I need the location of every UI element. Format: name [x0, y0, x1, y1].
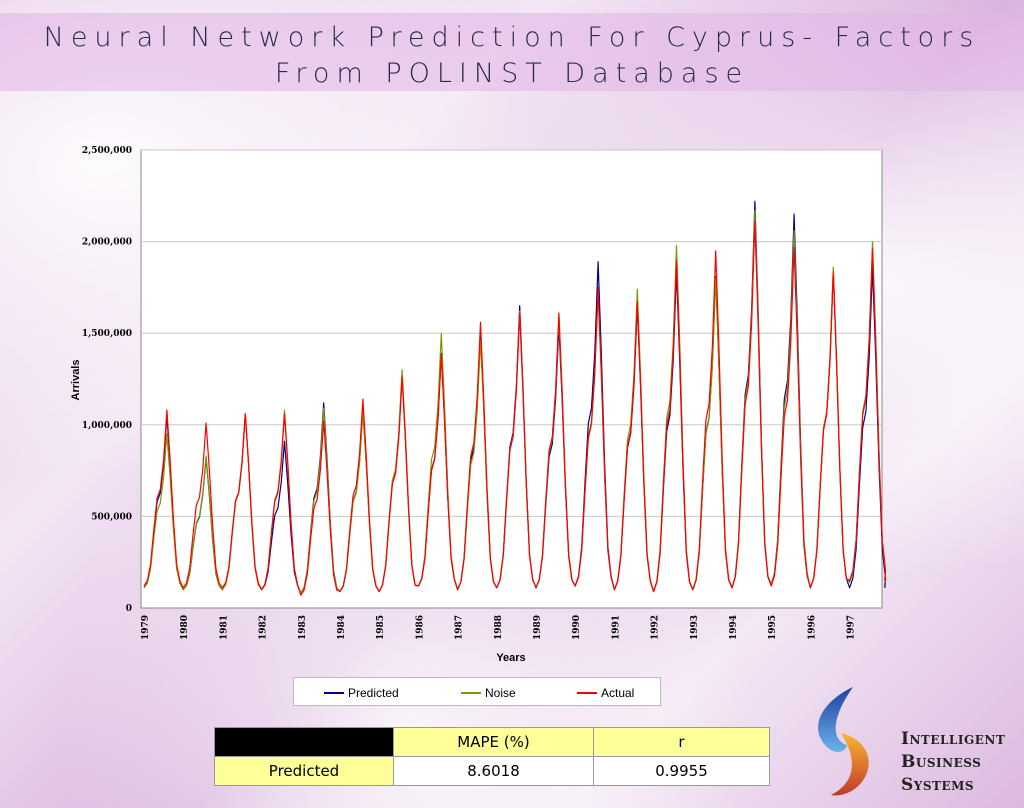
- series-lines: [143, 200, 887, 596]
- legend-swatch-predicted: [324, 692, 344, 694]
- company-logo-icon: [818, 687, 869, 796]
- stats-table: MAPE (%) r Predicted 8.6018 0.9955: [214, 727, 770, 786]
- x-tick-label: 1993: [690, 615, 700, 640]
- y-tick-label: 500,000: [91, 512, 132, 522]
- plot-area: [140, 149, 883, 609]
- stats-header-row: MAPE (%) r: [214, 727, 770, 757]
- legend-item-actual: Actual: [577, 686, 634, 700]
- x-tick-label: 1984: [337, 615, 347, 640]
- legend-label-actual: Actual: [601, 686, 635, 700]
- stats-mape-value: 8.6018: [393, 756, 594, 786]
- y-tick-label: 2,000,000: [82, 238, 132, 248]
- x-tick-label: 1982: [259, 615, 269, 640]
- logo-line-2: Business: [901, 752, 982, 772]
- x-tick-label: 1997: [847, 615, 857, 640]
- x-tick-label: 1986: [415, 615, 425, 640]
- stats-row-label: Predicted: [214, 756, 394, 786]
- y-tick-label: 1,000,000: [82, 421, 132, 431]
- x-tick-label: 1985: [376, 615, 386, 640]
- stats-header-mape: MAPE (%): [393, 727, 594, 757]
- legend-label-noise: Noise: [485, 686, 516, 700]
- x-tick-label: 1996: [807, 615, 817, 640]
- x-tick-label: 1988: [494, 615, 504, 640]
- x-axis-label: Years: [496, 652, 525, 664]
- logo-line-1: Intelligent: [901, 729, 1006, 749]
- stats-corner-cell: [214, 727, 394, 757]
- title-line-2: From POLINST Database: [274, 58, 750, 89]
- y-tick-label: 1,500,000: [82, 329, 132, 339]
- x-tick-label: 1980: [180, 615, 190, 640]
- series-line-actual: [143, 220, 887, 596]
- y-tick-labels: 0 500,000 1,000,000 1,500,000 2,000,000 2,500…: [82, 146, 132, 614]
- x-tick-label: 1989: [533, 615, 543, 640]
- x-tick-label: 1987: [455, 615, 465, 640]
- logo-line-3: Systems: [901, 775, 975, 795]
- x-tick-label: 1981: [219, 615, 229, 640]
- stats-header-r: r: [593, 727, 770, 757]
- x-tick-label: 1995: [768, 615, 778, 640]
- y-axis-label: Arrivals: [70, 360, 82, 401]
- legend-item-noise: Noise: [461, 686, 516, 700]
- x-tick-label: 1991: [611, 615, 621, 640]
- chart-legend: Predicted Noise Actual: [293, 677, 661, 706]
- legend-item-predicted: Predicted: [324, 686, 399, 700]
- title-line-1: Neural Network Prediction For Cyprus- Fa…: [43, 22, 981, 53]
- logo-text: Intelligent Business Systems: [901, 728, 1005, 797]
- x-tick-label: 1990: [572, 615, 582, 640]
- x-tick-label: 1983: [298, 615, 308, 640]
- title-band: [0, 13, 1024, 91]
- x-tick-label: 1979: [141, 615, 151, 640]
- x-tick-label: 1992: [651, 615, 661, 640]
- x-tick-labels: 1979 1980 1981 1982 1983 1984 1985 1986 1987 1988…: [141, 615, 857, 640]
- stats-r-value: 0.9955: [593, 756, 770, 786]
- legend-label-predicted: Predicted: [348, 686, 399, 700]
- x-tick-label: 1994: [729, 615, 739, 640]
- slide-title: Neural Network Prediction For Cyprus- Fa…: [0, 20, 1024, 92]
- legend-swatch-noise: [461, 692, 481, 694]
- y-tick-label: 0: [126, 604, 132, 614]
- legend-swatch-actual: [577, 692, 597, 694]
- stats-row-predicted: Predicted 8.6018 0.9955: [214, 756, 770, 786]
- y-tick-label: 2,500,000: [82, 146, 132, 156]
